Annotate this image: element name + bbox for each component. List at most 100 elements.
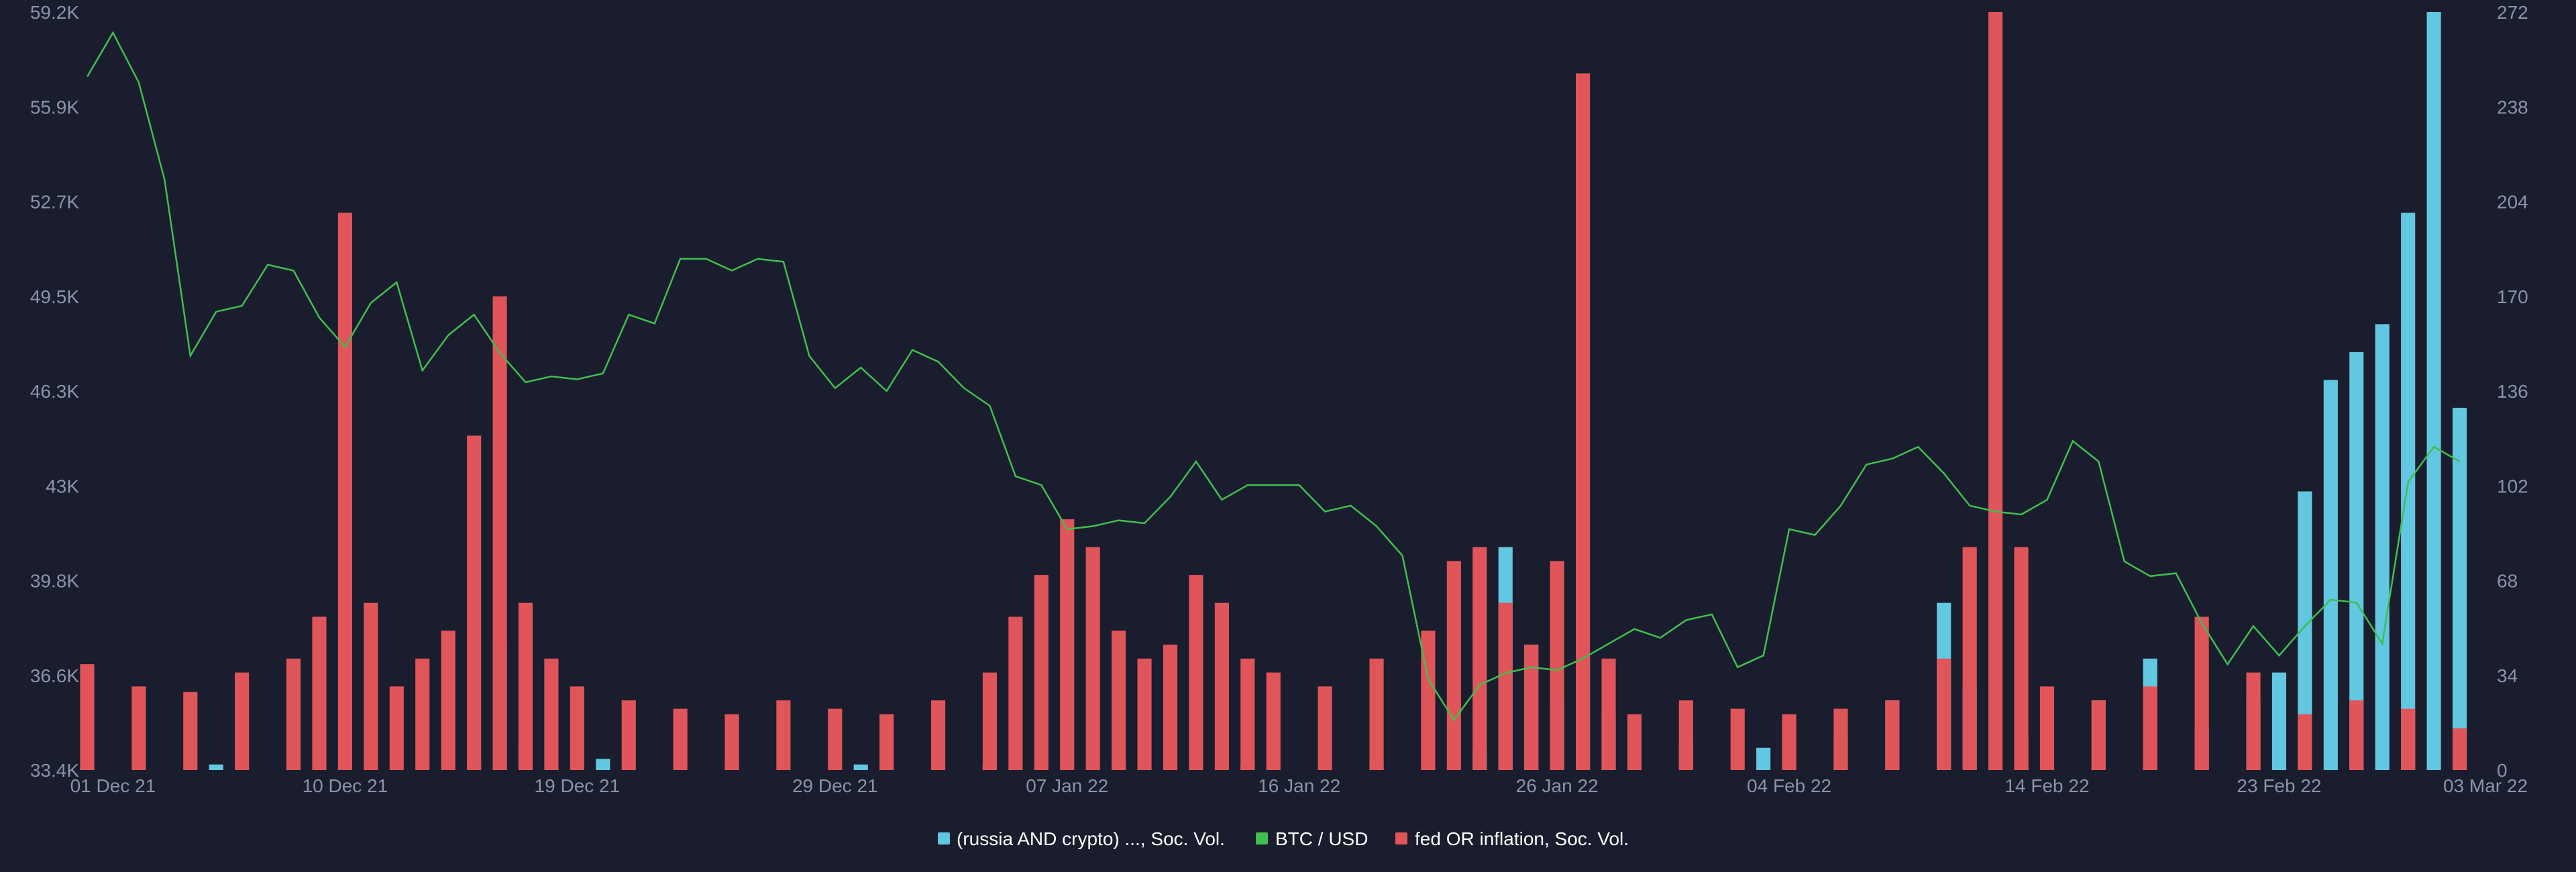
x-tick-label: 07 Jan 22 [1026, 775, 1108, 796]
bar-fed [1112, 631, 1126, 770]
bar-fed [724, 714, 739, 770]
bar-fed [1575, 73, 1591, 770]
bar-fed [1240, 658, 1255, 770]
bar-fed [1627, 714, 1642, 770]
bar-russia [2323, 380, 2338, 770]
legend: (russia AND crypto) ..., Soc. Vol. BTC /… [938, 828, 1629, 849]
x-tick-label: 16 Jan 22 [1258, 775, 1340, 796]
bar-fed [183, 692, 198, 770]
legend-swatch-fed [1395, 832, 1407, 844]
legend-item-fed[interactable]: fed OR inflation, Soc. Vol. [1395, 828, 1629, 849]
x-tick-label: 10 Dec 21 [303, 775, 388, 796]
bar-fed [1008, 616, 1023, 770]
y-left-tick-label: 59.2K [30, 2, 79, 23]
y-left-tick-label: 49.5K [30, 286, 79, 307]
x-tick-label: 01 Dec 21 [70, 775, 156, 796]
y-left-tick-label: 36.6K [30, 665, 79, 686]
y-right-tick-label: 68 [2497, 571, 2518, 592]
right-y-axis: 0 34 68 102 136 170 204 238 272 [2497, 2, 2528, 781]
bar-fed [2452, 728, 2467, 770]
bar-fed [1369, 658, 1384, 770]
legend-swatch-btc [1256, 832, 1268, 844]
bar-russia [2452, 407, 2467, 770]
bar-fed [673, 708, 688, 770]
bar-fed [982, 672, 998, 770]
legend-item-btc[interactable]: BTC / USD [1256, 828, 1368, 849]
y-left-tick-label: 55.9K [30, 97, 79, 117]
bar-russia [209, 764, 223, 770]
y-right-tick-label: 34 [2497, 665, 2518, 686]
x-tick-label: 19 Dec 21 [535, 775, 621, 796]
bar-fed [1085, 547, 1100, 770]
bar-fed [1550, 561, 1564, 770]
bar-fed [544, 658, 559, 770]
bar-fed [441, 631, 455, 770]
bar-russia [596, 759, 610, 770]
bar-fed [312, 616, 327, 770]
bar-fed [930, 700, 946, 770]
bar-fed [415, 658, 430, 770]
legend-label-fed: fed OR inflation, Soc. Vol. [1415, 828, 1629, 849]
bar-fed [1214, 602, 1229, 770]
bar-fed [1498, 602, 1513, 770]
x-axis: 01 Dec 21 10 Dec 21 19 Dec 21 29 Dec 21 07 J… [70, 775, 2528, 796]
x-tick-label: 23 Feb 22 [2237, 775, 2321, 796]
y-left-tick-label: 39.8K [30, 571, 79, 592]
left-y-axis: 33.4K 36.6K 39.8K 43K 46.3K 49.5K 52.7K 55.9K 59… [30, 2, 79, 781]
bar-fed [1137, 658, 1152, 770]
bar-fed [1833, 708, 1848, 770]
bar-russia [2271, 672, 2287, 770]
bar-fed [1524, 645, 1539, 770]
y-left-tick-label: 33.4K [30, 760, 79, 781]
y-right-tick-label: 136 [2497, 381, 2528, 402]
bar-fed [389, 686, 404, 770]
y-right-tick-label: 238 [2497, 97, 2528, 117]
bar-fed [1266, 672, 1281, 770]
bar-fed [286, 658, 301, 770]
bar-fed [1962, 547, 1977, 770]
fed-inflation-bars [80, 12, 2467, 770]
legend-item-russia[interactable]: (russia AND crypto) ..., Soc. Vol. [938, 828, 1225, 849]
bar-fed [2349, 700, 2364, 770]
bar-fed [518, 602, 533, 770]
bar-fed [1730, 708, 1745, 770]
y-left-tick-label: 46.3K [30, 381, 79, 402]
y-right-tick-label: 102 [2497, 476, 2528, 496]
bar-fed [2194, 616, 2209, 770]
bar-fed [1318, 686, 1332, 770]
bar-russia [853, 764, 868, 770]
bar-fed [621, 700, 636, 770]
bar-fed [364, 602, 378, 770]
bar-fed [879, 714, 894, 770]
y-right-tick-label: 204 [2497, 192, 2528, 213]
bar-fed [2298, 714, 2312, 770]
legend-label-btc: BTC / USD [1275, 828, 1368, 849]
bar-fed [80, 664, 95, 770]
btc-usd-line [86, 31, 2461, 722]
bar-fed [1189, 575, 1203, 770]
bar-fed [1885, 700, 1900, 770]
bar-russia [2375, 324, 2390, 770]
bar-fed [776, 700, 791, 770]
bar-fed [2039, 686, 2055, 770]
bar-fed [570, 686, 584, 770]
bar-fed [1472, 547, 1487, 770]
y-right-tick-label: 272 [2497, 2, 2528, 23]
x-tick-label: 29 Dec 21 [792, 775, 878, 796]
bar-russia [2349, 351, 2364, 770]
bar-fed [1060, 519, 1075, 770]
bar-fed [131, 686, 146, 770]
bar-fed [828, 708, 843, 770]
bar-fed [2143, 686, 2157, 770]
x-tick-label: 04 Feb 22 [1747, 775, 1831, 796]
y-right-tick-label: 0 [2497, 760, 2508, 781]
bar-fed [492, 296, 507, 770]
legend-label-russia: (russia AND crypto) ..., Soc. Vol. [957, 828, 1225, 849]
bar-fed [1782, 714, 1796, 770]
bar-russia [2401, 213, 2416, 770]
x-tick-label: 26 Jan 22 [1516, 775, 1599, 796]
bar-fed [337, 213, 352, 770]
bar-fed [2014, 547, 2029, 770]
